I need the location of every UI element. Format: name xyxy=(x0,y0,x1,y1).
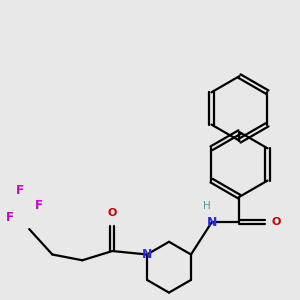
Text: F: F xyxy=(34,199,43,212)
Text: F: F xyxy=(6,211,14,224)
Text: H: H xyxy=(203,201,211,211)
Text: O: O xyxy=(272,217,281,227)
Text: N: N xyxy=(207,216,217,229)
Text: F: F xyxy=(16,184,24,197)
Text: N: N xyxy=(142,248,152,261)
Text: O: O xyxy=(108,208,117,218)
